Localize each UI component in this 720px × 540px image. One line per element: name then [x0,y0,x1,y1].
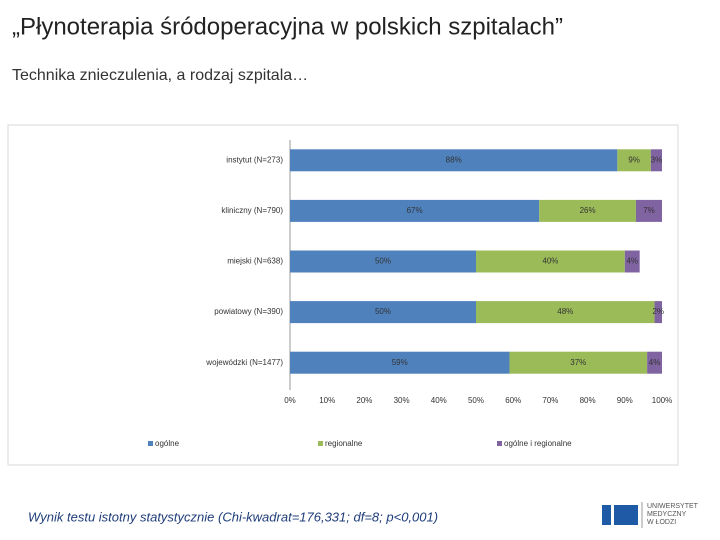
category-label: wojewódzki (N=1477) [205,358,283,367]
data-label: 9% [628,155,640,164]
data-label: 7% [643,206,655,215]
bar-segment [654,301,662,324]
x-tick-label: 20% [356,396,372,405]
legend-swatch [497,441,502,446]
x-tick-label: 100% [652,396,672,405]
x-tick-label: 80% [580,396,596,405]
bar-segment [476,250,625,273]
bar-segment [509,351,648,374]
data-label: 59% [392,358,408,367]
slide-title: „Płynoterapia śródoperacyjna w polskich … [12,13,563,40]
data-label: 67% [407,206,423,215]
data-label: 4% [626,257,638,266]
data-label: 26% [580,206,596,215]
logo-text: MEDYCZNY [647,511,687,518]
legend-swatch [148,441,153,446]
chart-frame [7,124,679,466]
category-label: powiatowy (N=390) [214,307,283,316]
data-label: 48% [557,307,573,316]
data-label: 88% [446,155,462,164]
x-tick-label: 10% [319,396,335,405]
bar-segment [290,250,476,273]
footer-note: Wynik testu istotny statystycznie (Chi-k… [28,509,438,524]
x-tick-label: 70% [542,396,558,405]
legend-label: ogólne i regionalne [504,439,572,448]
data-label: 2% [652,307,664,316]
x-tick-label: 0% [284,396,296,405]
bar-segment [635,199,662,222]
logo-text: UNIWERSYTET [647,503,699,510]
category-label: instytut (N=273) [226,155,283,164]
data-label: 3% [651,155,663,164]
category-label: kliniczny (N=790) [221,206,283,215]
legend-swatch [318,441,323,446]
data-label: 4% [649,358,661,367]
legend-label: regionalne [325,439,363,448]
bar-segment [290,301,476,324]
data-label: 50% [375,257,391,266]
bar-segment [650,149,662,172]
bar-segment [290,149,618,172]
data-label: 40% [542,257,558,266]
bar-segment [290,199,540,222]
x-tick-label: 40% [431,396,447,405]
bar-segment [539,199,636,222]
bar-segment [290,351,510,374]
x-tick-label: 50% [468,396,484,405]
data-label: 50% [375,307,391,316]
x-tick-label: 60% [505,396,521,405]
data-label: 37% [570,358,586,367]
bar-segment [647,351,662,374]
bar-segment [476,301,655,324]
bar-segment [617,149,651,172]
logo-text: W ŁODZI [647,519,676,526]
category-label: miejski (N=638) [227,257,283,266]
x-tick-label: 30% [394,396,410,405]
logo-mark [602,505,611,525]
x-tick-label: 90% [617,396,633,405]
slide-subtitle: Technika znieczulenia, a rodzaj szpitala… [12,67,308,84]
legend-label: ogólne [155,439,180,448]
bar-segment [624,250,640,273]
logo-mark [614,505,638,525]
